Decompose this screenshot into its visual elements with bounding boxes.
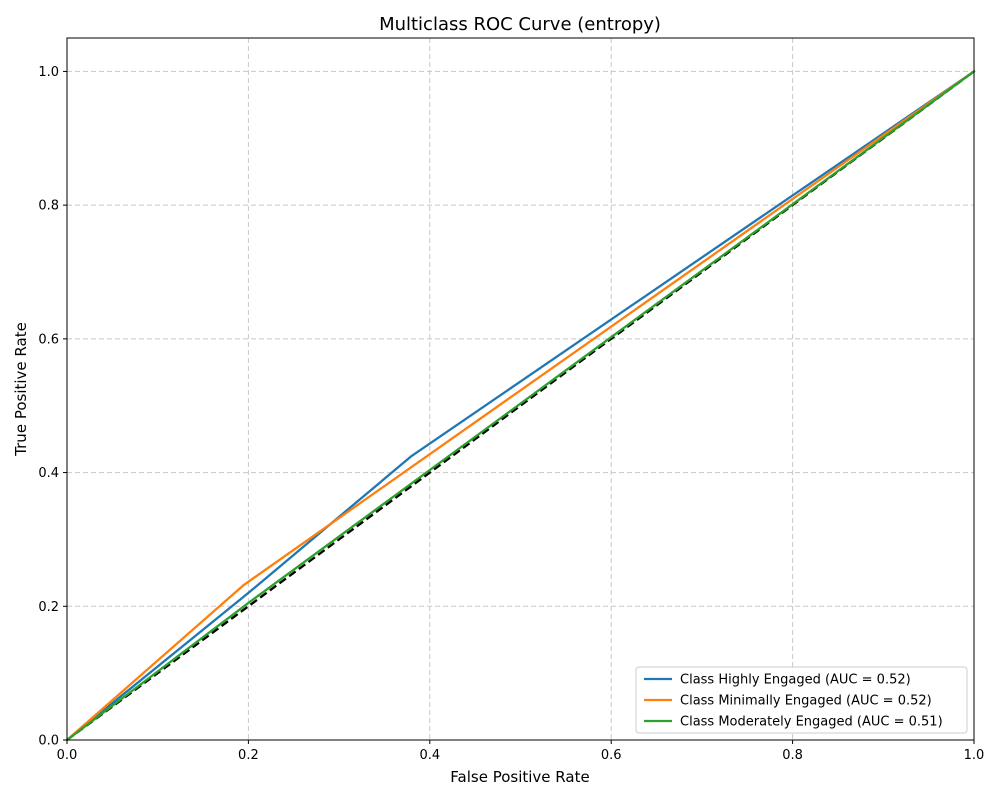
legend-label: Class Minimally Engaged (AUC = 0.52) — [680, 694, 932, 709]
axis-ticks: 0.0 0.2 0.4 0.6 0.8 1.0 0.0 0.2 0.4 0.6 0.8 1.0 — [38, 65, 984, 763]
y-axis-title: True Positive Rate — [12, 322, 30, 457]
series-layer — [65, 70, 976, 742]
chart-title: Multiclass ROC Curve (entropy) — [379, 14, 661, 35]
x-tick-label: 0.2 — [238, 748, 259, 763]
series-line-3 — [65, 70, 976, 742]
x-tick-label: 0.4 — [419, 748, 440, 763]
series-line-2 — [65, 70, 976, 742]
x-tick-label: 0.0 — [57, 748, 78, 763]
y-tick-label: 0.2 — [38, 600, 59, 615]
y-tick-label: 0.0 — [38, 734, 59, 749]
x-tick-label: 0.8 — [782, 748, 803, 763]
y-tick-label: 0.8 — [38, 199, 59, 214]
x-axis-title: False Positive Rate — [450, 768, 589, 786]
x-tick-label: 1.0 — [964, 748, 985, 763]
y-tick-label: 0.4 — [38, 466, 59, 481]
plot-frame — [66, 37, 975, 741]
x-tick-label: 0.6 — [601, 748, 622, 763]
y-tick-label: 0.6 — [38, 332, 59, 347]
legend-label: Class Moderately Engaged (AUC = 0.51) — [680, 715, 943, 730]
legend: Class Highly Engaged (AUC = 0.52) Class M… — [635, 666, 968, 734]
legend-label: Class Highly Engaged (AUC = 0.52) — [680, 673, 911, 688]
legend-box — [635, 666, 968, 734]
y-tick-label: 1.0 — [38, 65, 59, 80]
